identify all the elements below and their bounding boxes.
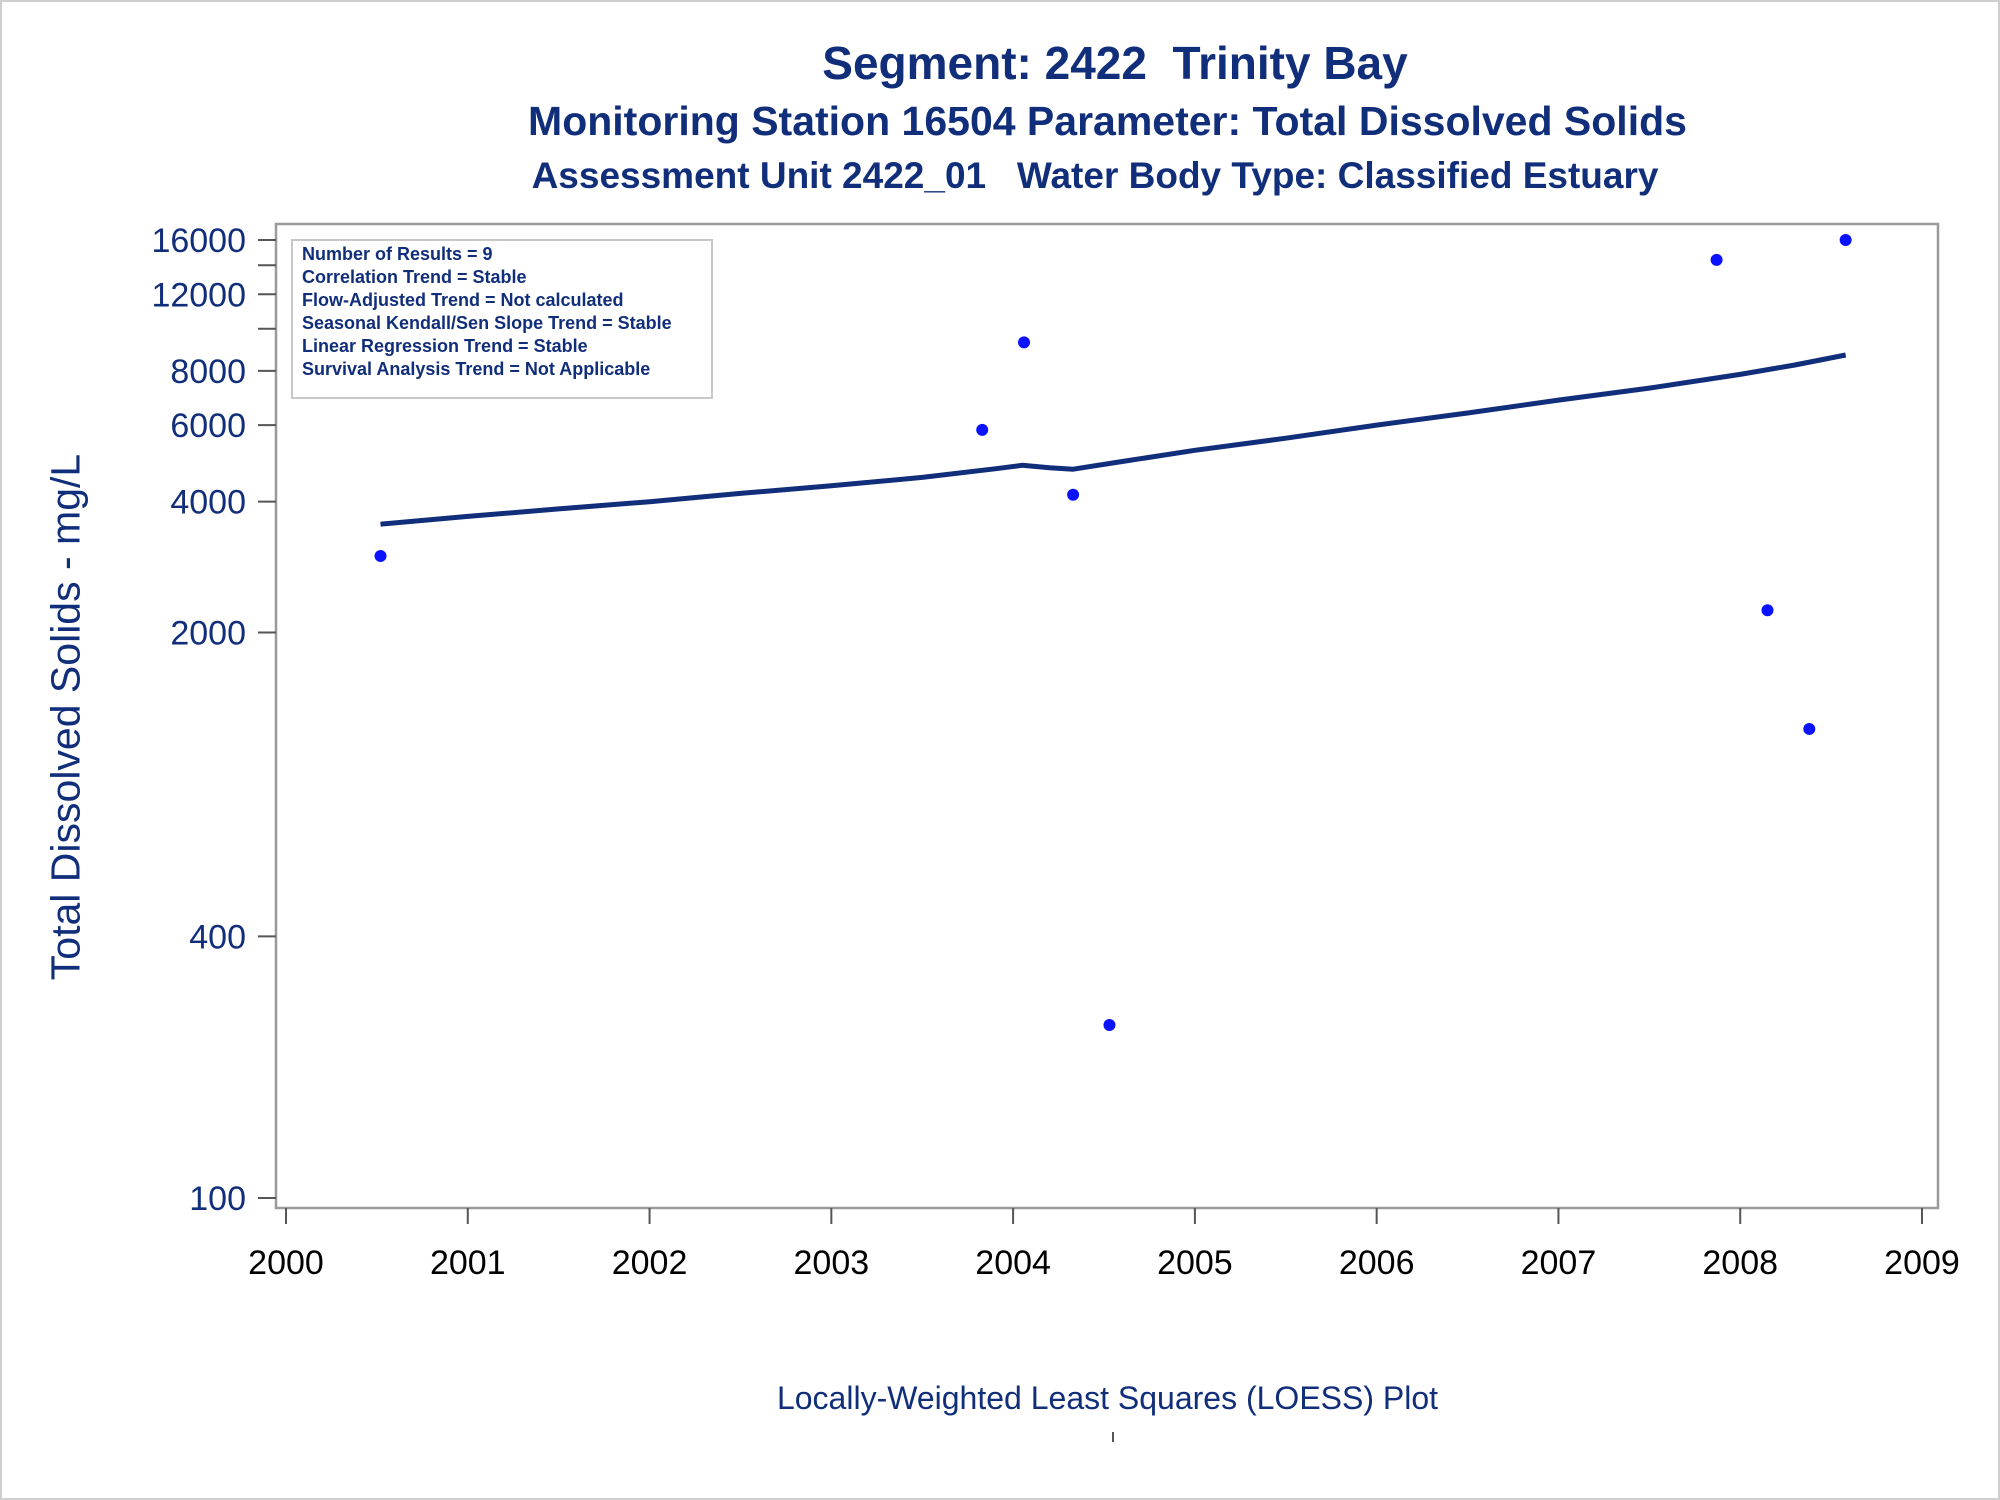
y-tick-label: 100 — [189, 1180, 246, 1218]
y-axis: 100 400 2000 4000 6000 8000 12000 16000 — [151, 222, 276, 1218]
chart-subtitle-2: Assessment Unit 2422_01 Water Body Type:… — [531, 155, 1659, 196]
loess-line-group — [380, 352, 1847, 527]
x-tick-label: 2001 — [430, 1244, 506, 1282]
stats-inset-line: Survival Analysis Trend = Not Applicable — [302, 359, 650, 379]
y-tick-label: 12000 — [151, 276, 246, 314]
x-tick-label: 2000 — [248, 1244, 324, 1282]
stats-inset-line: Number of Results = 9 — [302, 244, 493, 264]
stats-inset-line: Linear Regression Trend = Stable — [302, 336, 588, 356]
x-tick-label: 2004 — [975, 1244, 1051, 1282]
x-axis: 2000 2001 2002 2003 2004 2005 2006 2007 2008 2009 — [248, 1208, 1960, 1282]
x-tick-label: 2008 — [1702, 1244, 1778, 1282]
stats-inset-box — [291, 239, 713, 399]
footer-tick — [1112, 1432, 1114, 1442]
chart-subtitle: Monitoring Station 16504 Parameter: Tota… — [528, 98, 1687, 144]
data-point — [1761, 604, 1774, 617]
x-tick-label: 2007 — [1521, 1244, 1597, 1282]
y-tick-label: 4000 — [170, 484, 246, 522]
loess-line — [380, 352, 1847, 527]
data-point — [1839, 234, 1852, 246]
y-tick-label: 2000 — [170, 615, 246, 653]
stats-inset: Number of Results = 9 Correlation Trend =… — [291, 239, 713, 399]
plot-area-border — [274, 222, 1940, 1210]
y-tick-label: 400 — [189, 918, 246, 956]
y-tick-label: 16000 — [151, 222, 246, 260]
x-tick-label: 2005 — [1157, 1244, 1233, 1282]
x-tick-label: 2009 — [1884, 1244, 1960, 1282]
stats-inset-line: Seasonal Kendall/Sen Slope Trend = Stabl… — [302, 313, 672, 333]
data-point — [1103, 1019, 1116, 1032]
y-tick-label: 8000 — [170, 353, 246, 391]
data-point — [1067, 488, 1080, 501]
stats-inset-line: Correlation Trend = Stable — [302, 267, 527, 287]
plot-caption: Locally-Weighted Least Squares (LOESS) P… — [776, 1380, 1439, 1416]
stats-inset-line: Flow-Adjusted Trend = Not calculated — [302, 290, 624, 310]
data-point — [1803, 722, 1816, 735]
x-tick-label: 2002 — [612, 1244, 688, 1282]
x-tick-label: 2006 — [1339, 1244, 1415, 1282]
y-tick-label: 6000 — [170, 407, 246, 445]
data-point — [1710, 253, 1723, 266]
x-tick-label: 2003 — [794, 1244, 870, 1282]
data-points — [374, 234, 1852, 1032]
data-point — [1018, 336, 1031, 349]
data-point — [976, 423, 989, 436]
chart-title: Segment: 2422 Trinity Bay — [822, 37, 1408, 89]
data-point — [374, 549, 387, 562]
